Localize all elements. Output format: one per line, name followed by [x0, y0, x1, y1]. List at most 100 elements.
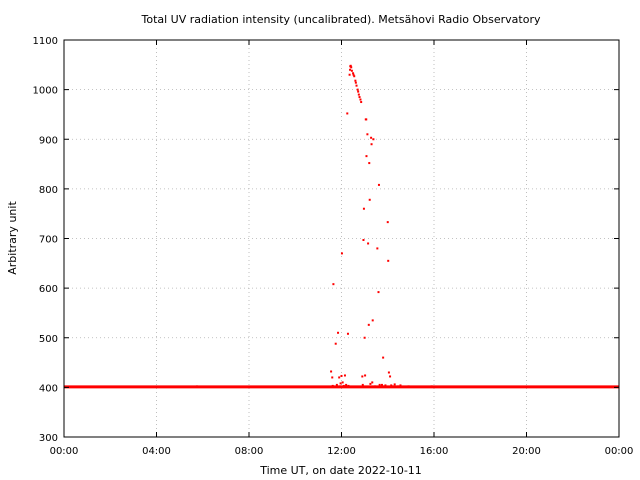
data-point [345, 383, 348, 386]
x-tick-label: 16:00 [420, 446, 449, 457]
data-point [374, 385, 377, 388]
data-point [387, 371, 390, 374]
data-point [350, 66, 353, 69]
data-point [376, 247, 379, 250]
data-point [407, 385, 410, 388]
data-point [332, 283, 335, 286]
data-point [342, 384, 345, 387]
data-point [335, 383, 338, 386]
data-point [364, 374, 367, 377]
data-point [331, 376, 334, 379]
data-point [338, 376, 341, 379]
data-point [389, 375, 392, 378]
data-point [331, 384, 334, 387]
data-point [365, 155, 368, 158]
data-point [380, 383, 383, 386]
data-point [365, 118, 368, 121]
y-tick-label: 900 [39, 135, 58, 146]
data-point [330, 370, 333, 373]
data-point [362, 207, 365, 210]
data-point [352, 72, 355, 75]
data-point [397, 385, 400, 388]
data-point [338, 385, 341, 388]
data-point [368, 198, 371, 201]
data-point [361, 383, 364, 386]
data-point [379, 385, 382, 388]
y-axis-label: Arbitrary unit [6, 201, 19, 275]
data-point [340, 252, 343, 255]
x-tick-label: 20:00 [512, 446, 541, 457]
data-point [402, 385, 405, 388]
data-point [399, 384, 402, 387]
data-point [372, 138, 375, 141]
data-point [390, 384, 393, 387]
data-point [347, 384, 350, 387]
data-point [393, 383, 396, 386]
data-point [362, 238, 365, 241]
y-tick-label: 1100 [33, 36, 58, 47]
data-point [371, 319, 374, 322]
data-point [430, 385, 433, 388]
data-point [349, 64, 352, 67]
data-point [346, 112, 349, 115]
data-point [433, 385, 435, 388]
data-point [371, 381, 374, 384]
x-tick-label: 00:00 [605, 446, 634, 457]
data-point [350, 69, 353, 72]
data-point [355, 84, 358, 87]
data-point [367, 242, 370, 245]
data-point [382, 356, 385, 359]
data-point [195, 385, 198, 388]
data-point [348, 73, 351, 76]
y-tick-label: 400 [39, 383, 58, 394]
data-point [358, 96, 361, 99]
data-point [386, 221, 389, 224]
data-point [391, 385, 394, 388]
data-point [334, 342, 337, 345]
y-tick-label: 800 [39, 185, 58, 196]
data-point [341, 381, 344, 384]
data-point [352, 73, 355, 76]
data-point [367, 323, 370, 326]
data-point [349, 68, 352, 71]
data-point [339, 382, 342, 385]
y-tick-label: 1000 [33, 86, 58, 97]
data-point [366, 133, 369, 136]
data-point [343, 374, 346, 377]
data-points [64, 64, 619, 389]
data-point [383, 385, 386, 388]
x-tick-label: 00:00 [50, 446, 79, 457]
data-point [369, 382, 372, 385]
y-tick-label: 500 [39, 334, 58, 345]
y-axis-ticks: 300 400 500 600 700 800 900 1000 1100 [33, 36, 619, 444]
data-point [187, 385, 190, 388]
data-point [340, 374, 343, 377]
data-point [384, 384, 387, 387]
data-point [354, 79, 357, 82]
data-point [354, 81, 357, 84]
data-point [370, 143, 373, 146]
data-point [353, 75, 356, 78]
y-tick-label: 300 [39, 433, 58, 444]
data-point [337, 331, 340, 334]
data-point [378, 383, 381, 386]
data-point [359, 98, 362, 101]
x-axis-label: Time UT, on date 2022-10-11 [259, 464, 422, 477]
chart-title: Total UV radiation intensity (uncalibrat… [141, 13, 541, 26]
data-point [361, 375, 364, 378]
x-axis-ticks: 00:00 04:00 08:00 12:00 16:00 20:00 00:00 [50, 40, 634, 457]
y-tick-label: 700 [39, 235, 58, 246]
data-point [357, 90, 360, 93]
data-point [387, 259, 390, 262]
y-tick-label: 600 [39, 284, 58, 295]
data-point [363, 336, 366, 339]
x-tick-label: 04:00 [142, 446, 171, 457]
data-point [357, 93, 360, 96]
data-point [192, 385, 195, 388]
data-point [377, 291, 380, 294]
data-point [370, 136, 373, 139]
data-point [356, 88, 359, 91]
x-tick-label: 12:00 [327, 446, 356, 457]
